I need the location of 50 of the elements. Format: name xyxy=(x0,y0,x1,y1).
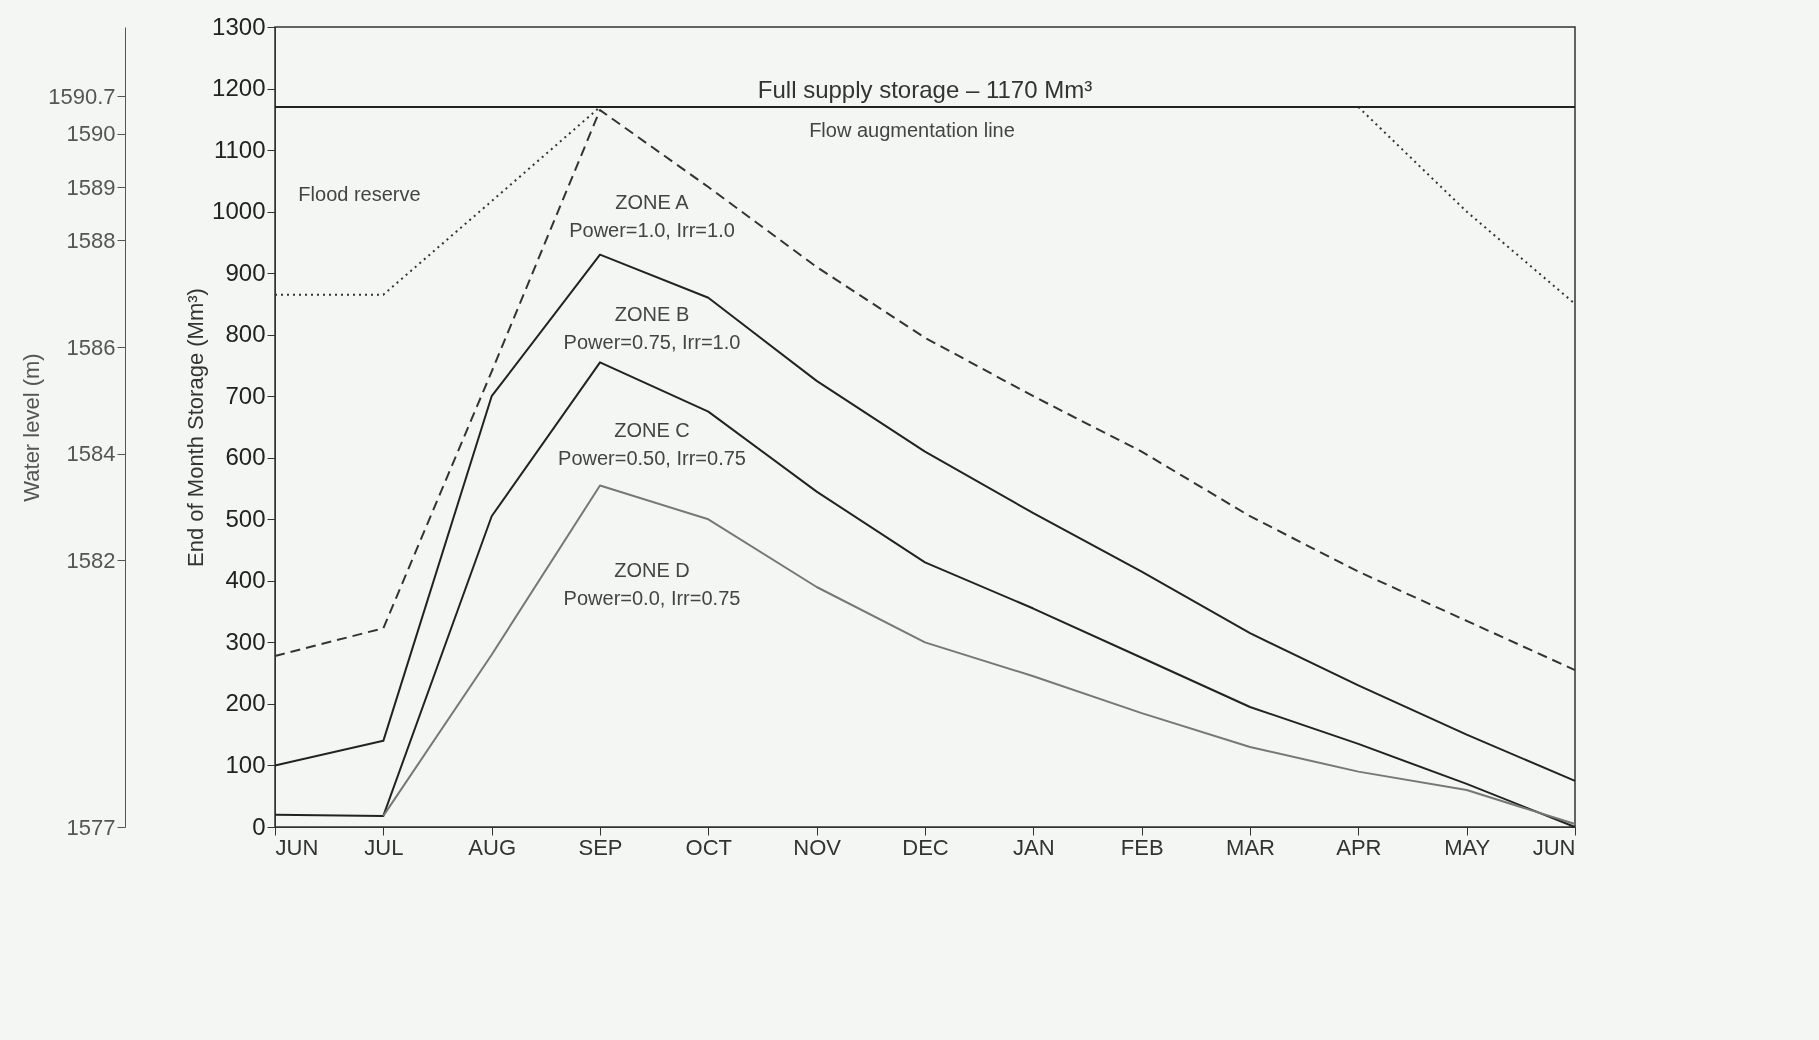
y2-tick-label: 1590 xyxy=(66,121,116,147)
y2-tick-label: 1577 xyxy=(66,814,116,840)
y2-tick-label: 1590.7 xyxy=(48,83,116,109)
y-tick-label: 800 xyxy=(225,320,266,348)
y-tick-label: 900 xyxy=(225,258,266,286)
x-tick-label: NOV xyxy=(793,834,842,860)
y-tick-label: 700 xyxy=(225,381,266,409)
x-tick-label: DEC xyxy=(902,834,949,860)
y-tick-label: 100 xyxy=(225,750,266,778)
y-tick-label: 600 xyxy=(225,443,266,471)
x-tick-label: JUN xyxy=(275,834,319,860)
x-tick-label: JAN xyxy=(1013,834,1055,860)
annotation: Power=0.75, Irr=1.0 xyxy=(563,331,741,353)
y-tick-label: 1300 xyxy=(212,12,266,40)
y-tick-label: 500 xyxy=(225,504,266,532)
annotation: Power=1.0, Irr=1.0 xyxy=(569,219,735,241)
y2-tick-label: 1584 xyxy=(66,441,116,467)
x-tick-label: AUG xyxy=(468,834,517,860)
y2-tick-label: 1586 xyxy=(66,334,116,360)
annotation: Flow augmentation line xyxy=(809,119,1015,141)
x-tick-label: MAY xyxy=(1444,834,1491,860)
y2-tick-label: 1589 xyxy=(66,174,116,200)
x-tick-label: OCT xyxy=(685,834,733,860)
annotation: ZONE A xyxy=(615,191,690,213)
x-tick-label: JUL xyxy=(364,834,404,860)
y-tick-label: 1100 xyxy=(213,135,266,163)
line-series xyxy=(382,484,1576,825)
annotation: Power=0.50, Irr=0.75 xyxy=(558,447,746,469)
x-tick-label: APR xyxy=(1336,834,1382,860)
y-tick-label: 1200 xyxy=(212,74,266,102)
annotation: ZONE C xyxy=(614,419,690,441)
y-tick-label: 200 xyxy=(225,689,266,717)
annotation: Flood reserve xyxy=(298,183,421,205)
y2-axis-title: Water level (m) xyxy=(19,353,45,502)
x-tick-label: SEP xyxy=(578,834,623,860)
x-tick-label: MAR xyxy=(1226,834,1275,860)
y-tick-label: 300 xyxy=(225,627,266,655)
y2-tick-label: 1588 xyxy=(66,227,116,253)
x-tick-label: JUN xyxy=(1532,834,1576,860)
y-tick-label: 400 xyxy=(225,566,266,594)
annotation: ZONE B xyxy=(614,303,690,325)
y-tick-label: 1000 xyxy=(212,197,266,225)
annotation: Power=0.0, Irr=0.75 xyxy=(563,587,741,609)
ref-line-label: Full supply storage – 1170 Mm³ xyxy=(757,76,1093,103)
line-series xyxy=(274,253,1576,782)
annotation: ZONE D xyxy=(614,559,690,581)
y-tick-label: 0 xyxy=(252,812,266,840)
y-axis-title: End of Month Storage (Mm³) xyxy=(183,288,209,567)
x-tick-label: FEB xyxy=(1120,834,1164,860)
y2-tick-label: 1582 xyxy=(66,547,116,573)
